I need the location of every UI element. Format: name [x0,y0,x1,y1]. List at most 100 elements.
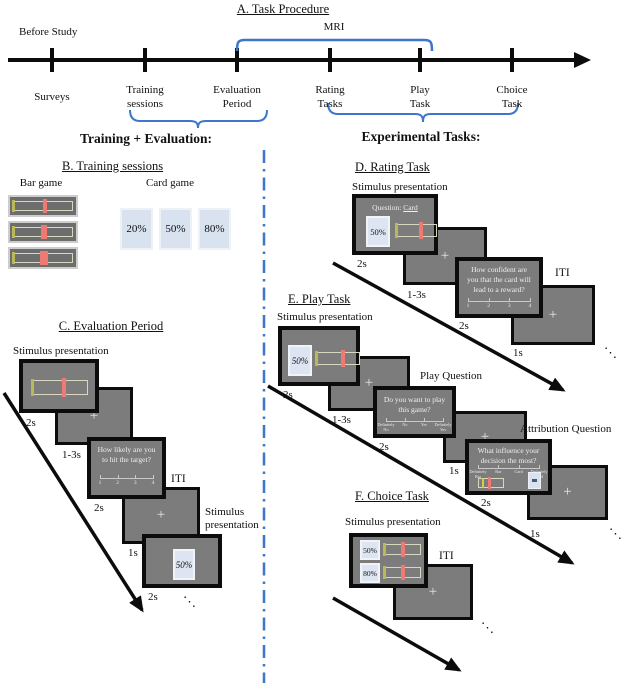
e-duration-2: 1-3s [332,414,351,426]
training-evaluation-header: Training + Evaluation: [80,131,212,146]
e-duration-4: 1s [449,465,459,477]
scale-label: Definitely No [377,422,395,432]
scale-num: 2 [116,480,120,486]
tick-label-play: Play Task [409,84,431,111]
scale-num: 2 [487,303,491,309]
d-ellipsis: ⋱ [604,345,617,360]
bar-option-icon [478,477,504,489]
panel-f-title: F. Choice Task [355,489,429,503]
rating-flow-arrow [332,261,566,392]
fixation-cross: + [548,306,558,323]
scale-label: Definitely Yes [434,422,452,432]
evaluation-flow-arrow [2,392,144,613]
yellow-tick-icon [12,226,15,238]
e-stimulus-label: Stimulus presentation [277,311,373,323]
scale-line [386,418,444,422]
yellow-tick-icon [12,252,15,264]
mri-bracket [235,38,434,52]
bar-stimulus-bottom [383,565,421,580]
d-question-text: How confident are you that the card will… [467,265,531,294]
c-stimulus-label: Stimulus presentation [13,345,109,357]
c-duration-5: 2s [148,591,158,603]
scale-label: Yes [420,422,427,427]
c-stimulus-screen [19,359,99,413]
tick-label-training: Training sessions [126,84,164,111]
f-iti-label: ITI [439,550,454,562]
mri-label: MRI [323,21,345,33]
scale-num: 3 [507,303,511,309]
tick-label-rating: Rating Tasks [315,84,345,111]
scale-line [100,475,154,479]
fixation-cross: + [563,484,572,500]
c-duration-4: 1s [128,547,138,559]
play-question-label: Play Question [420,370,483,382]
red-marker-icon [41,225,47,239]
e-attribution-text: What influence your decision the most? [477,446,540,465]
red-marker-icon [40,251,48,265]
timeline-arrowhead-icon [574,52,591,68]
c-duration-2: 1-3s [62,449,81,461]
card-game-label: Card game [146,177,194,189]
e-play-question-text: Do you want to play this game? [383,395,446,414]
scale-num: 3 [133,480,137,486]
bar-game-stimulus-3 [8,247,78,269]
attribution-question-label: Attribution Question [520,423,612,435]
probability-card: 50% [173,549,195,580]
experimental-tasks-header: Experimental Tasks: [361,129,481,144]
bar-game-label: Bar game [19,177,63,189]
yellow-tick-icon [383,543,386,556]
yellow-tick-icon [395,223,398,238]
timeline-ticks [50,48,514,72]
yellow-tick-icon [315,351,318,366]
tick-label-surveys: Surveys [34,91,70,103]
e-duration-6: 1s [530,528,540,540]
f-ellipsis: ⋱ [481,620,494,635]
training-card-50: 50% [159,208,192,250]
panel-c-title: C. Evaluation Period [58,319,164,333]
c-card-stimulus-screen: 50% [142,534,222,588]
c-duration-1: 2s [26,417,36,429]
tick-label-evaluation: Evaluation Period [213,84,261,111]
bar-game-stimulus-1 [8,195,78,217]
f-stimulus-screen: 50% 80% [349,533,428,588]
scale-num: 4 [528,303,532,309]
bar-stimulus [315,350,360,367]
e-stimulus-screen: 50% [278,326,360,386]
fixation-cross: + [480,428,490,445]
red-marker-icon [62,378,67,397]
e-duration-3: 2s [379,441,389,453]
fixation-cross: + [364,375,374,391]
training-card-80: 80% [198,208,231,250]
c-question-screen: How likely are you to hit the target? 1 … [87,437,166,499]
scale-label: Bar [495,469,502,474]
scale-line [478,465,540,469]
d-stimulus-label: Stimulus presentation [352,181,448,193]
e-play-scale: Definitely No No Yes Definitely Yes [378,418,451,431]
choice-flow-arrow [332,596,462,672]
d-duration-1: 2s [357,258,367,270]
probability-card-bottom: 80% [360,563,380,583]
red-marker-icon [43,199,47,213]
play-flow-arrow [267,384,575,565]
scale-num: 1 [466,303,470,309]
panel-a-title: A. Task Procedure [236,2,330,16]
d-question-header: Question: Card [372,203,418,212]
fixation-cross: + [440,247,450,264]
e-ellipsis: ⋱ [609,526,622,541]
c-duration-3: 2s [94,502,104,514]
bar-stimulus [31,378,88,397]
card-option-icon [528,472,541,489]
experimental-tasks-brace [327,102,519,123]
scale-line [468,298,531,302]
fixation-cross: + [156,507,166,523]
d-iti-label: ITI [555,267,570,279]
red-marker-icon [340,350,345,367]
training-evaluation-brace [129,109,268,129]
d-duration-4: 1s [513,347,523,359]
scale-label: Card [514,469,523,474]
probability-card: 50% [366,216,390,247]
e-duration-5: 2s [481,497,491,509]
panel-d-title: D. Rating Task [355,160,430,174]
d-rating-scale: 1 2 3 4 [467,298,531,309]
